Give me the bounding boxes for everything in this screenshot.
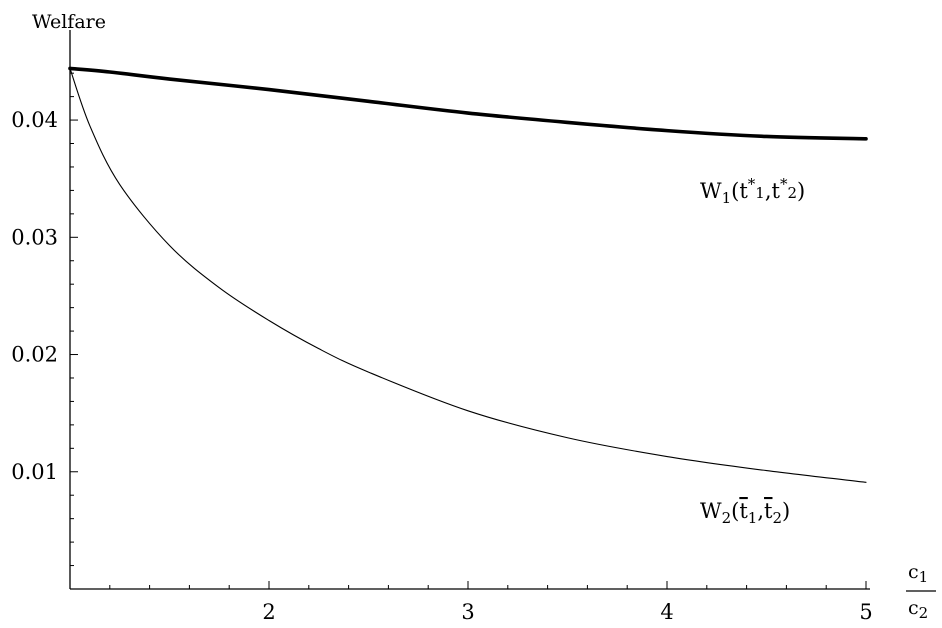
x-label-denominator-base: c (908, 597, 919, 619)
series-label-w2-sub2: 2 (772, 509, 782, 527)
series-label-w2: W2(t1,t2) (700, 499, 790, 527)
series-line-w1 (68, 66, 868, 141)
y-tick-label: 0.02 (11, 343, 58, 367)
series-label-w2-close: ) (782, 499, 790, 523)
series-label-w2-open: ( (731, 499, 739, 523)
series-label-w2-sub1: 1 (748, 509, 758, 527)
x-label-numerator-sub: 1 (919, 568, 929, 586)
series-label-w1: W1(t*1,t*2) (700, 175, 805, 207)
series-label-w1-close: ) (797, 179, 805, 203)
series-label-w1-base: W (700, 179, 722, 203)
series-label-w2-comma: , (757, 499, 764, 523)
minor-ticks (70, 72, 827, 589)
series-label-w1-sup1: * (748, 175, 756, 193)
series-label-w2-t2: t (764, 499, 773, 523)
x-tick-label: 4 (660, 600, 673, 624)
major-ticks: 2 3 4 5 0.01 0.02 0.03 0.04 (11, 108, 872, 624)
series-label-w1-base-sub: 1 (722, 189, 732, 207)
y-tick-label: 0.03 (11, 225, 58, 249)
x-axis-label-numerator: c1 (908, 561, 928, 586)
series-label-w1-comma: ,t (765, 179, 781, 203)
series-label-w1-sub1: 1 (755, 184, 765, 202)
series-label-w2-base-sub: 2 (722, 509, 732, 527)
y-axis-label: Welfare (32, 11, 106, 33)
y-tick-label: 0.04 (11, 108, 58, 132)
axes (69, 30, 870, 590)
x-label-denominator-sub: 2 (919, 604, 929, 622)
x-tick-label: 2 (262, 600, 275, 624)
x-tick-label: 3 (461, 600, 474, 624)
series-label-w1-sub2: 2 (787, 184, 797, 202)
x-axis-label-denominator: c2 (908, 597, 928, 622)
series-label-w1-sup2: * (780, 175, 788, 193)
series-label-w1-open: (t (731, 179, 748, 203)
x-tick-label: 5 (859, 600, 872, 624)
series-line-w2 (69, 67, 867, 483)
series-label-w2-base: W (700, 499, 722, 523)
x-label-numerator-base: c (908, 561, 919, 583)
y-tick-label: 0.01 (11, 460, 58, 484)
series-label-w2-t1: t (739, 499, 748, 523)
x-axis-label: c1 c2 (906, 561, 936, 622)
